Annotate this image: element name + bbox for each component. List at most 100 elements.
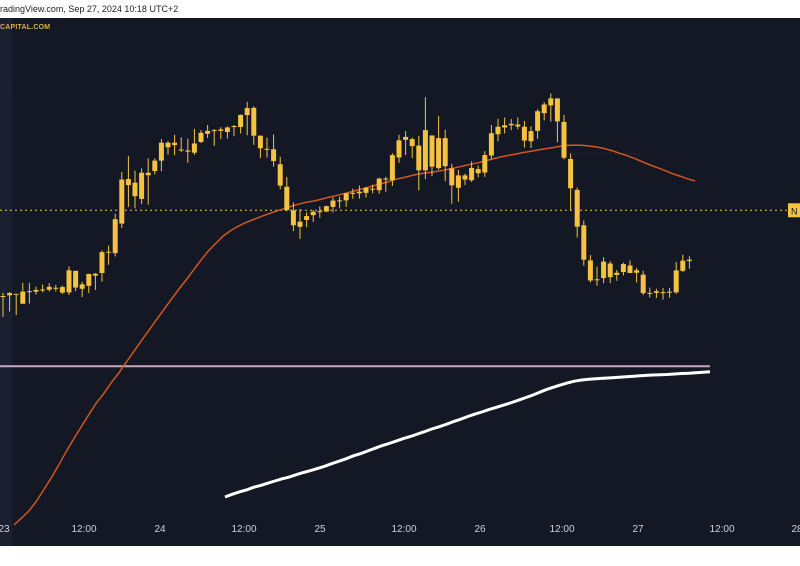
candle-body [627,265,633,273]
candle-body [495,126,501,135]
candle-body [330,200,336,207]
candle-body [20,291,26,304]
time-axis: 23 12:00 24 12:00 25 12:00 26 12:00 27 12:00 28 [0,524,800,535]
plot-background [0,18,800,546]
candle-body [244,108,250,116]
time-tick-label: 27 [632,524,644,535]
time-tick-label: 12:00 [391,524,416,535]
candle-body [145,172,151,176]
candle-body [264,148,270,150]
time-tick-label: 25 [314,524,326,535]
candle-body [396,140,402,158]
candle-body [574,189,580,227]
candle-body [7,293,13,296]
time-tick-label: 12:00 [71,524,96,535]
candle-body [389,155,395,181]
candle-body [40,289,46,291]
candle-body [73,270,79,288]
left-scale-strip [0,18,12,546]
candle-body [224,127,230,133]
candle-body [178,149,184,151]
candle-body [356,191,362,194]
screenshot-footer [0,546,800,566]
candle-body [449,168,455,186]
candle-body [442,138,448,167]
current-price-tag: N [788,203,800,218]
ma-long-line [224,370,711,499]
candle-body [172,142,178,146]
candle-body [132,182,138,197]
candle-body [653,291,659,293]
candle-body [323,206,329,212]
candle-body [475,169,481,174]
candle-body [660,292,666,294]
candle-body [33,289,39,292]
candle-body [218,129,224,131]
candle-body [198,132,204,142]
candle-body [673,270,679,293]
candle-body [436,138,442,169]
candle-body [191,143,197,153]
candle-body [680,260,686,271]
candles [0,93,692,317]
candle-body [92,273,98,276]
time-tick-label: 23 [0,524,10,535]
candle-body [667,291,673,293]
candle-body [152,160,158,172]
candle-body [601,261,607,279]
candle-body [271,149,277,162]
candle-body [66,270,72,293]
candle-body [508,123,514,126]
candle-body [587,260,593,281]
candle-body [416,145,422,171]
candle-body [231,126,237,128]
time-tick-label: 12:00 [231,524,256,535]
candle-body [86,273,92,286]
price-tag-label: N [791,206,798,216]
candle-body [53,287,59,289]
candle-body [535,111,541,131]
candle-body [561,121,567,158]
candle-body [403,136,409,140]
candle-body [304,216,310,220]
candle-body [257,135,263,149]
candle-body [614,272,620,275]
candle-body [99,252,105,273]
candle-body [581,225,587,260]
candle-body [317,211,323,213]
price-chart[interactable]: 23 12:00 24 12:00 25 12:00 26 12:00 27 12:00 28 N [0,18,800,546]
candle-body [350,192,356,194]
broker-watermark: CAPITAL.COM [0,24,51,31]
candle-body [59,287,65,293]
candle-body [310,211,316,216]
candle-body [112,219,118,254]
candle-body [119,179,125,224]
candle-body [363,187,369,193]
candle-body [640,274,646,294]
candle-body [125,179,131,186]
candle-body [548,98,554,106]
time-tick-label: 12:00 [709,524,734,535]
candle-body [238,114,244,127]
candle-body [337,200,343,202]
candle-body [594,279,600,281]
candle-body [455,175,461,188]
candle-body [277,164,283,186]
candle-body [0,296,6,298]
candle-body [528,131,534,142]
candle-body [106,251,112,253]
candle-body [482,155,488,173]
candle-body [469,167,475,181]
candle-body [158,142,164,161]
candle-body [429,135,435,167]
candle-body [607,263,613,278]
candle-body [79,284,85,289]
candle-body [211,130,217,132]
time-tick-label: 26 [474,524,486,535]
candle-body [634,270,640,273]
candle-body [251,107,257,136]
candle-body [554,98,560,122]
candle-body [686,259,692,262]
chart-panel[interactable]: CAPITAL.COM 23 12:00 24 12:00 25 12:00 26 12:00… [0,18,800,546]
candle-body [297,221,303,227]
